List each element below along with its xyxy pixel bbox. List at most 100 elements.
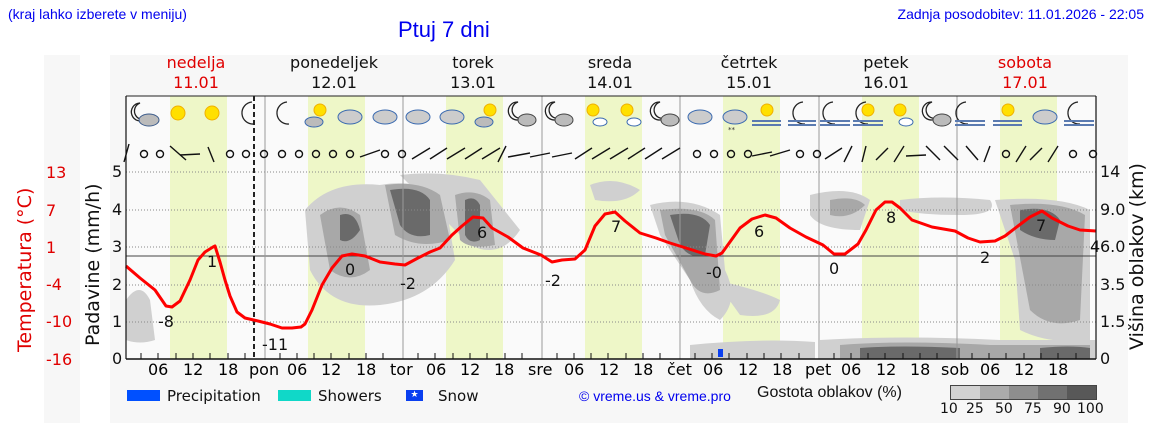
day-date: 12.01 [311,73,357,92]
x-tick-label: 18 [910,360,931,379]
x-tick-label: 18 [633,360,654,379]
sun-cloud-icon [893,103,914,127]
temp-label: 0 [829,259,840,278]
copyright-link[interactable]: © vreme.us & vreme.pro [579,388,731,404]
temperature-line [125,200,1097,330]
cloud-tick: 0 [1100,349,1111,368]
cloud-icon [337,109,363,125]
x-tick-label: 12 [738,360,759,379]
temp-tick: 1 [46,238,57,257]
page-title: Ptuj 7 dni [398,17,490,42]
region-menu-hint[interactable]: (kraj lahko izberete v meniju) [8,6,187,22]
left-axis-panel [44,55,80,423]
last-update: Zadnja posodobitev: 11.01.2026 - 22:05 [897,6,1144,22]
x-tick-label: 06 [703,360,724,379]
temp-label: 6 [477,223,488,242]
temp-tick: 7 [46,201,57,220]
day-name: sreda [587,53,633,72]
day-date: 16.01 [863,73,909,92]
temp-tick: 13 [46,163,67,182]
cloud-density-label: Gostota oblakov (%) [757,384,902,401]
temp-label: -2 [545,271,561,290]
weather-icons: ** [130,101,1094,134]
cloud-density-scale [950,385,1097,400]
day-label-5: petek 16.01 [826,53,946,93]
day-label-1: ponedeljek 12.01 [274,53,394,93]
temp-label: 2 [980,248,991,267]
x-tick-label: 12 [183,360,204,379]
cloud-tick: 6.0 [1100,237,1126,256]
precip-tick: 3 [112,237,123,256]
x-tick-label: pon [249,360,280,379]
night-cloud-icon [507,101,537,127]
day-label-4: četrtek 15.01 [689,53,809,93]
snow-marker [718,349,723,357]
temp-tick: -10 [46,312,73,331]
x-tick-label: 18 [772,360,793,379]
temp-tick: -4 [46,275,62,294]
cloud-icon [439,109,465,125]
showers-swatch [278,390,311,401]
day-date: 14.01 [587,73,633,92]
cloud-icon [372,109,398,125]
cloud-density [126,173,1095,359]
x-tick-label: tor [390,360,413,379]
scale-tick: 75 [1024,401,1042,417]
night-cloud-icon [921,101,952,127]
night-cloud-icon [544,101,574,127]
precip-tick: 2 [112,275,123,294]
moon-fog-icon [853,101,883,126]
day-name: nedelja [166,53,226,72]
x-tick-label: 12 [460,360,481,379]
temp-label: -11 [262,335,289,354]
sun-cloud-icon [586,103,608,127]
x-tick-label: sob [941,360,970,379]
precip-tick: 1 [112,312,123,331]
temp-label: 7 [611,217,622,236]
day-name: petek [863,53,909,72]
temp-label: 1 [207,252,218,271]
snow-icon: ★ [406,390,423,401]
x-tick-label: sre [528,360,553,379]
x-tick-label: 06 [148,360,169,379]
sun-fog-icon [993,103,1022,126]
moon-fog-icon [955,101,985,126]
snow-cloud-icon: ** [722,109,748,134]
scale-tick: 10 [940,401,958,417]
x-tick-label: 12 [1014,360,1035,379]
scale-tick: 100 [1077,401,1104,417]
cloud-tick: 1.5 [1100,312,1126,331]
scale-tick: 90 [1053,401,1071,417]
x-tick-label: 18 [494,360,515,379]
night-cloud-icon [130,102,160,127]
x-tick-label: 12 [599,360,620,379]
precip-tick: 4 [112,200,123,219]
day-separators [264,96,958,359]
cloud-icon [1032,109,1058,125]
temp-label: -2 [400,274,416,293]
moon-fog-icon [820,101,850,126]
snow-legend-label: Snow [438,387,479,405]
temp-label: 4 [1090,237,1101,256]
day-label-0: nedelja 11.01 [136,53,256,93]
temp-label: 6 [754,222,765,241]
x-tick-label: čet [667,360,692,379]
sun-icon [170,105,186,121]
moon-fog-icon [788,101,816,126]
cloud-tick: 14 [1100,162,1121,181]
precipitation-swatch [127,390,160,401]
wind-row [123,143,1098,163]
cloud-icon [687,109,713,125]
x-tick-label: 12 [321,360,342,379]
sun-fog-icon [861,103,875,117]
cloud-tick: 3.5 [1100,275,1126,294]
x-tick-label: 18 [1048,360,1069,379]
moon-icon [276,101,290,125]
x-tick-label: 06 [287,360,308,379]
sun-icon [204,105,220,121]
temp-label: 7 [1036,216,1047,235]
moon-fog-icon [1064,101,1094,126]
temp-tick: -16 [46,350,73,369]
day-name: četrtek [720,53,778,72]
